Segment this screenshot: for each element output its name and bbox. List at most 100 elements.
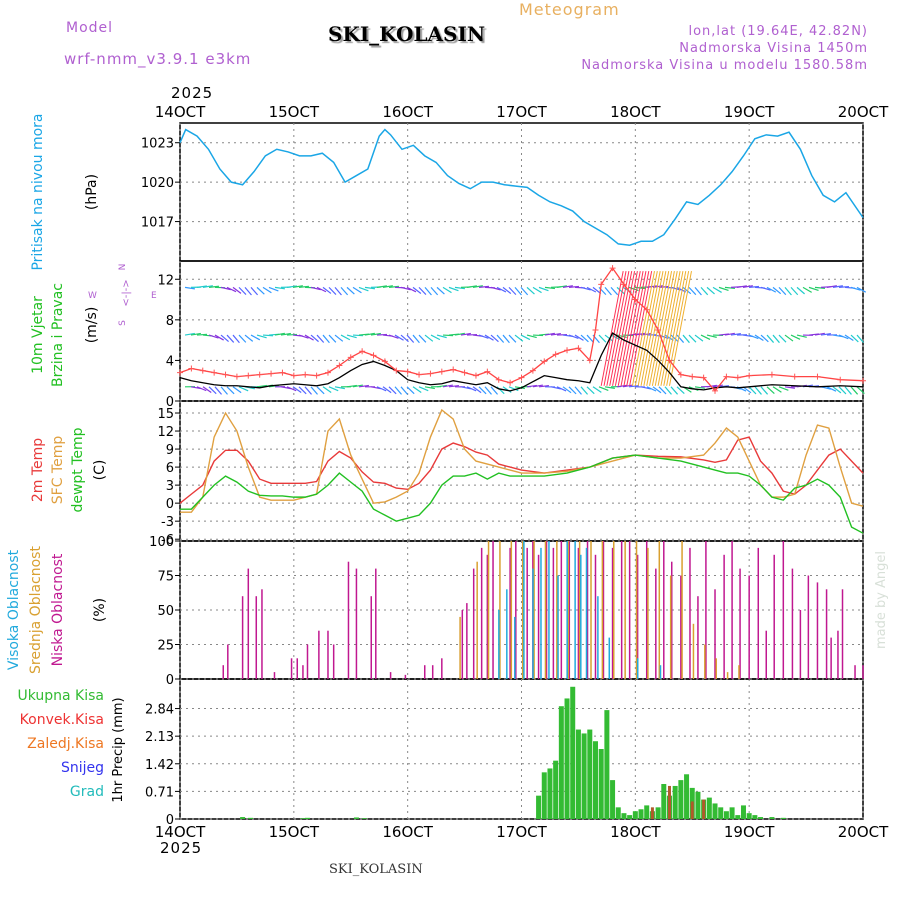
wind-gust-marker	[472, 372, 479, 379]
precip-legend-item: Konvek.Kisa	[20, 712, 104, 728]
wind-arrow	[850, 386, 859, 395]
wind-arrow	[772, 334, 780, 344]
total-precip-bar	[300, 818, 306, 819]
wind-arrow	[610, 286, 619, 296]
wind-arrow	[796, 286, 805, 295]
wind-gust-marker	[222, 371, 229, 378]
wind-arrow	[514, 334, 524, 342]
wind-arrow	[472, 386, 482, 394]
wind-gust-marker	[256, 371, 263, 378]
wind-arrow	[226, 386, 235, 395]
x-tick-label-bottom: 15OCT	[269, 823, 320, 841]
wind-arrow	[820, 333, 831, 336]
wind-arrow	[478, 386, 487, 395]
wind-arrow	[220, 386, 228, 395]
wind-arrow	[754, 386, 762, 395]
wind-arrow	[814, 332, 825, 336]
wind-arrow	[586, 334, 595, 343]
wind-arrow	[706, 286, 715, 295]
wind-arrow	[316, 334, 325, 343]
wind-arrow	[502, 334, 510, 344]
wind-arrow-gust	[657, 271, 681, 386]
grid-lines	[175, 123, 864, 820]
wind-arrow	[196, 386, 207, 392]
total-precip-bar	[564, 698, 570, 819]
total-precip-bar	[769, 817, 775, 819]
wind-arrow	[292, 386, 302, 394]
wind-arrow	[214, 334, 224, 341]
wind-arrow	[448, 384, 459, 388]
wind-arrow	[604, 286, 612, 296]
wind-arrow	[496, 334, 505, 343]
wind-arrow	[838, 386, 847, 395]
total-precip-bar	[592, 741, 598, 819]
wind-arrow	[580, 286, 591, 291]
wind-arrow	[508, 334, 517, 343]
y-tick-label: 4	[166, 354, 174, 369]
wind-arrow	[736, 285, 747, 288]
wind-arrow	[328, 334, 337, 343]
wind-arrow	[418, 386, 429, 392]
wind-arrow	[286, 386, 297, 392]
wind-arrow	[778, 286, 787, 296]
wind-arrow	[436, 334, 447, 339]
wind-arrow	[508, 386, 519, 392]
y-tick-label: 1017	[141, 216, 174, 231]
wind-gust-marker	[211, 369, 218, 376]
total-precip-bar	[536, 795, 542, 819]
wind-arrow	[478, 285, 490, 288]
wind-arrow	[580, 334, 589, 343]
x-tick-label-top: 18OCT	[610, 103, 661, 121]
total-precip-bar	[644, 805, 650, 819]
panel-frame	[179, 678, 864, 820]
wind-gust-marker	[723, 373, 730, 380]
wind-gust-marker	[450, 366, 457, 373]
wind-arrow	[310, 334, 319, 343]
wind-gust-marker	[541, 358, 548, 365]
wind-gust-marker	[700, 374, 707, 381]
wind-arrow	[772, 286, 782, 295]
wind-speed-line	[179, 332, 864, 392]
wind-gust-marker	[313, 372, 320, 379]
total-precip-bar	[570, 686, 576, 819]
wind-arrow	[460, 332, 471, 336]
total-precip-bar	[638, 809, 644, 819]
total-precip-bar	[740, 805, 746, 819]
total-precip-bar	[780, 817, 786, 819]
cloud-unit: (%)	[92, 598, 108, 622]
wind-arrow-gust	[654, 271, 678, 386]
wind-arrow	[490, 386, 498, 395]
wind-gust-marker	[484, 368, 491, 375]
wind-gust-marker	[837, 376, 844, 383]
x-tick-label-top: 15OCT	[269, 103, 320, 121]
wind-arrow-gust	[651, 271, 675, 386]
y-tick-label: 9	[166, 443, 174, 458]
wind-arrow	[730, 333, 741, 336]
cloud-axis-title: Niska Oblacnost	[50, 553, 66, 666]
wind-arrow	[328, 386, 339, 392]
wind-arrow	[544, 286, 555, 290]
wind-arrow	[430, 334, 441, 341]
wind-arrow	[256, 384, 267, 388]
wind-arrow	[694, 334, 704, 342]
wind-arrow-gust	[600, 271, 624, 386]
wind-arrow	[340, 286, 349, 296]
wind-arrow	[466, 285, 477, 288]
total-precip-bar	[695, 791, 701, 819]
wind-arrow	[388, 386, 397, 395]
y-tick-label: 0	[166, 813, 174, 828]
wind-arrow	[742, 285, 753, 288]
wind-arrow	[238, 386, 249, 392]
wind-arrow	[850, 334, 859, 343]
wind-arrow	[412, 286, 422, 294]
precip-legend-item: Ukupna Kisa	[17, 688, 104, 704]
wind-gust-marker	[666, 357, 673, 364]
wind-gust-marker	[461, 369, 468, 376]
y-tick-label: 0.71	[145, 785, 174, 800]
wind-arrow	[760, 334, 769, 343]
wind-arrow	[298, 334, 309, 339]
wind-arrow	[802, 286, 812, 293]
wind-arrow	[184, 286, 195, 290]
total-precip-bar	[627, 815, 633, 819]
wind-arrow	[286, 285, 297, 288]
